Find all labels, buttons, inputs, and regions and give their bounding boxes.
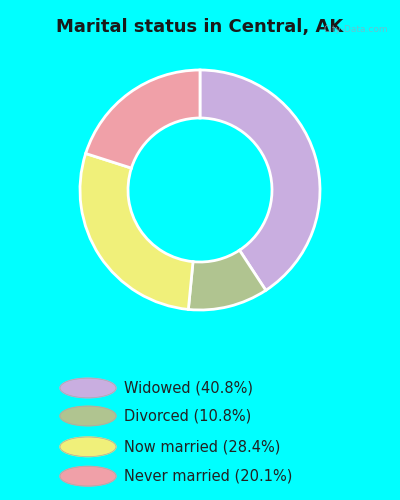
Text: Now married (28.4%): Now married (28.4%)	[124, 440, 280, 454]
Text: Divorced (10.8%): Divorced (10.8%)	[124, 408, 251, 424]
Text: City-Data.com: City-Data.com	[323, 25, 388, 34]
Text: Never married (20.1%): Never married (20.1%)	[124, 468, 292, 483]
Text: Marital status in Central, AK: Marital status in Central, AK	[56, 18, 344, 36]
Wedge shape	[200, 70, 320, 290]
Text: Widowed (40.8%): Widowed (40.8%)	[124, 380, 253, 396]
Wedge shape	[188, 250, 266, 310]
Circle shape	[60, 466, 116, 486]
Wedge shape	[80, 154, 193, 310]
Circle shape	[60, 378, 116, 398]
Circle shape	[60, 437, 116, 456]
Circle shape	[60, 406, 116, 426]
Wedge shape	[86, 70, 200, 168]
